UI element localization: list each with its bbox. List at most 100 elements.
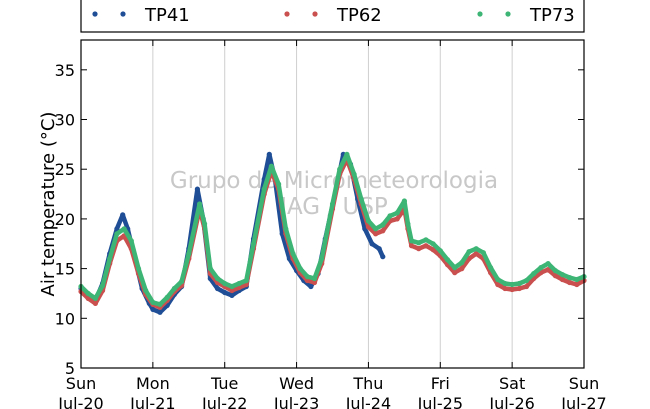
- data-point: [531, 271, 537, 277]
- data-point: [574, 281, 580, 288]
- data-point: [164, 294, 170, 300]
- data-point: [85, 290, 91, 297]
- data-point: [380, 222, 386, 228]
- data-point: [283, 226, 289, 232]
- data-point: [559, 272, 566, 278]
- legend-item-tp73: TP73: [477, 5, 575, 26]
- data-point: [552, 268, 558, 274]
- legend-marker: [312, 11, 318, 17]
- data-point: [207, 266, 213, 272]
- data-point: [157, 301, 163, 307]
- legend-marker: [505, 11, 511, 17]
- plot-frame: [80, 39, 585, 369]
- data-point: [459, 260, 465, 266]
- data-point: [297, 266, 303, 272]
- data-point: [387, 213, 393, 219]
- data-point: [114, 226, 120, 232]
- data-point: [276, 181, 282, 187]
- data-point: [202, 221, 208, 227]
- series-tp73: [78, 151, 587, 307]
- data-point: [150, 306, 156, 312]
- data-point: [373, 226, 379, 232]
- data-point: [100, 282, 106, 289]
- data-point: [186, 251, 192, 257]
- legend-marker: [477, 11, 483, 17]
- x-tick-label-date: Jul-20: [57, 394, 103, 409]
- data-point: [311, 275, 318, 282]
- data-point: [509, 281, 515, 288]
- data-point: [559, 276, 566, 283]
- data-point: [243, 277, 249, 284]
- data-point: [423, 237, 429, 243]
- y-tick-label: 5: [65, 359, 75, 378]
- data-point: [473, 246, 479, 252]
- data-point: [430, 241, 436, 247]
- data-point: [120, 212, 126, 218]
- data-point: [567, 279, 573, 286]
- data-point: [304, 274, 310, 280]
- legend-label: TP73: [529, 5, 575, 26]
- data-point: [509, 286, 515, 293]
- data-point: [194, 186, 200, 192]
- data-point: [214, 275, 221, 282]
- data-point: [92, 300, 98, 306]
- y-tick-label: 15: [55, 260, 75, 279]
- y-tick-label: 10: [55, 309, 75, 328]
- data-point: [423, 243, 429, 249]
- data-point: [229, 283, 235, 290]
- data-point: [114, 231, 120, 237]
- x-tick-label-date: Jul-25: [417, 394, 463, 409]
- data-point: [502, 285, 508, 292]
- data-point: [523, 277, 530, 284]
- data-point: [538, 265, 544, 271]
- data-point: [452, 265, 458, 271]
- data-point: [150, 299, 156, 305]
- data-point: [516, 280, 522, 287]
- data-point: [405, 221, 411, 227]
- data-point: [266, 151, 272, 157]
- data-point: [480, 250, 486, 256]
- data-point: [214, 285, 221, 292]
- y-tick-label: 30: [55, 111, 75, 130]
- data-point: [545, 261, 551, 267]
- data-point: [157, 309, 163, 315]
- legend-item-tp41: TP41: [92, 5, 190, 26]
- data-point: [567, 275, 573, 281]
- data-point: [268, 163, 274, 169]
- data-point: [197, 201, 203, 207]
- legend-marker: [284, 11, 290, 17]
- x-tick-label-day: Tue: [210, 374, 238, 393]
- x-tick-label-day: Sun: [569, 374, 599, 393]
- data-point: [495, 276, 501, 283]
- data-point: [236, 280, 242, 287]
- legend-marker: [120, 11, 126, 17]
- data-point: [369, 241, 375, 247]
- data-point: [179, 278, 185, 285]
- data-point: [376, 246, 382, 252]
- data-point: [308, 283, 314, 290]
- legend: TP41 TP62 TP73: [80, 0, 585, 33]
- legend-marker: [92, 11, 98, 17]
- data-point: [523, 283, 530, 290]
- data-point: [337, 166, 343, 172]
- data-point: [430, 247, 436, 253]
- x-tick-label-date: Jul-24: [345, 394, 391, 409]
- data-point: [319, 256, 325, 262]
- x-tick-label-day: Wed: [279, 374, 314, 393]
- data-point: [444, 257, 451, 263]
- legend-label: TP62: [336, 5, 382, 26]
- x-tick-label-date: Jul-26: [488, 394, 534, 409]
- data-point: [250, 241, 257, 247]
- data-point: [574, 276, 580, 283]
- data-point: [495, 281, 501, 288]
- data-point: [329, 201, 336, 207]
- data-point: [351, 171, 357, 177]
- x-tick-label-day: Fri: [431, 374, 450, 393]
- x-tick-label-day: Thu: [352, 374, 383, 393]
- legend-item-tp62: TP62: [284, 5, 382, 26]
- legend-label: TP41: [144, 5, 190, 26]
- data-point: [416, 240, 422, 246]
- legend-frame: [80, 0, 585, 33]
- data-point: [380, 228, 386, 234]
